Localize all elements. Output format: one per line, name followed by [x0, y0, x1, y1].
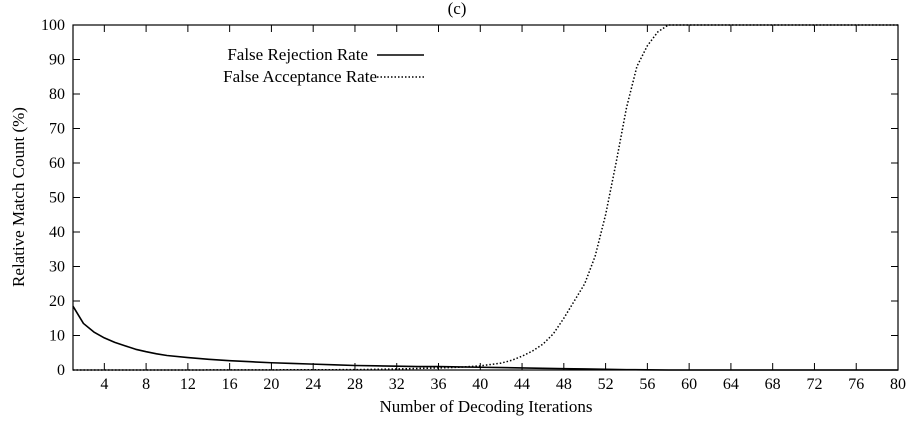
- ticks-layer: 4 8 12 16 20 24 28 32 36 40 44 48 52 56 60 64 68 72 76 8001…: [41, 17, 906, 393]
- chart-title: (c): [448, 0, 467, 18]
- plot-frame: [72, 24, 899, 371]
- x-tick-label: 36: [431, 376, 447, 393]
- x-tick-label: 44: [514, 376, 530, 393]
- y-tick-label: 80: [49, 86, 65, 103]
- x-tick-label: 20: [263, 376, 279, 393]
- legend-label-false-rejection-rate: False Rejection Rate: [227, 45, 368, 64]
- x-tick-label: 8: [142, 376, 150, 393]
- y-tick-label: 40: [49, 224, 65, 241]
- series-line-false-acceptance-rate: [73, 24, 898, 371]
- x-tick-label: 4: [100, 376, 108, 393]
- x-tick-label: 64: [723, 376, 739, 393]
- x-tick-label: 52: [598, 376, 614, 393]
- x-tick-label: 24: [305, 376, 321, 393]
- x-tick-label: 40: [472, 376, 488, 393]
- y-axis-label: Relative Match Count (%): [9, 107, 28, 287]
- x-tick-label: 32: [389, 376, 405, 393]
- y-tick-label: 20: [49, 293, 65, 310]
- x-tick-label: 68: [765, 376, 781, 393]
- x-tick-label: 28: [347, 376, 363, 393]
- x-tick-label: 76: [848, 376, 864, 393]
- legend: False Rejection Rate False Acceptance Ra…: [223, 45, 424, 86]
- legend-label-false-acceptance-rate: False Acceptance Rate: [223, 67, 377, 86]
- y-tick-label: 0: [57, 362, 65, 379]
- x-tick-label: 48: [556, 376, 572, 393]
- y-tick-label: 70: [49, 121, 65, 138]
- x-tick-label: 12: [180, 376, 196, 393]
- x-tick-label: 60: [681, 376, 697, 393]
- y-tick-label: 100: [41, 17, 65, 34]
- y-tick-label: 90: [49, 52, 65, 69]
- x-tick-label: 72: [806, 376, 822, 393]
- x-tick-label: 80: [890, 376, 906, 393]
- y-tick-label: 30: [49, 259, 65, 276]
- y-tick-label: 60: [49, 155, 65, 172]
- y-tick-label: 10: [49, 328, 65, 345]
- x-tick-label: 56: [639, 376, 655, 393]
- x-axis-label: Number of Decoding Iterations: [380, 397, 593, 416]
- series-line-false-rejection-rate: [72, 305, 898, 371]
- y-tick-label: 50: [49, 190, 65, 207]
- series-layer: [72, 24, 898, 371]
- x-tick-label: 16: [222, 376, 238, 393]
